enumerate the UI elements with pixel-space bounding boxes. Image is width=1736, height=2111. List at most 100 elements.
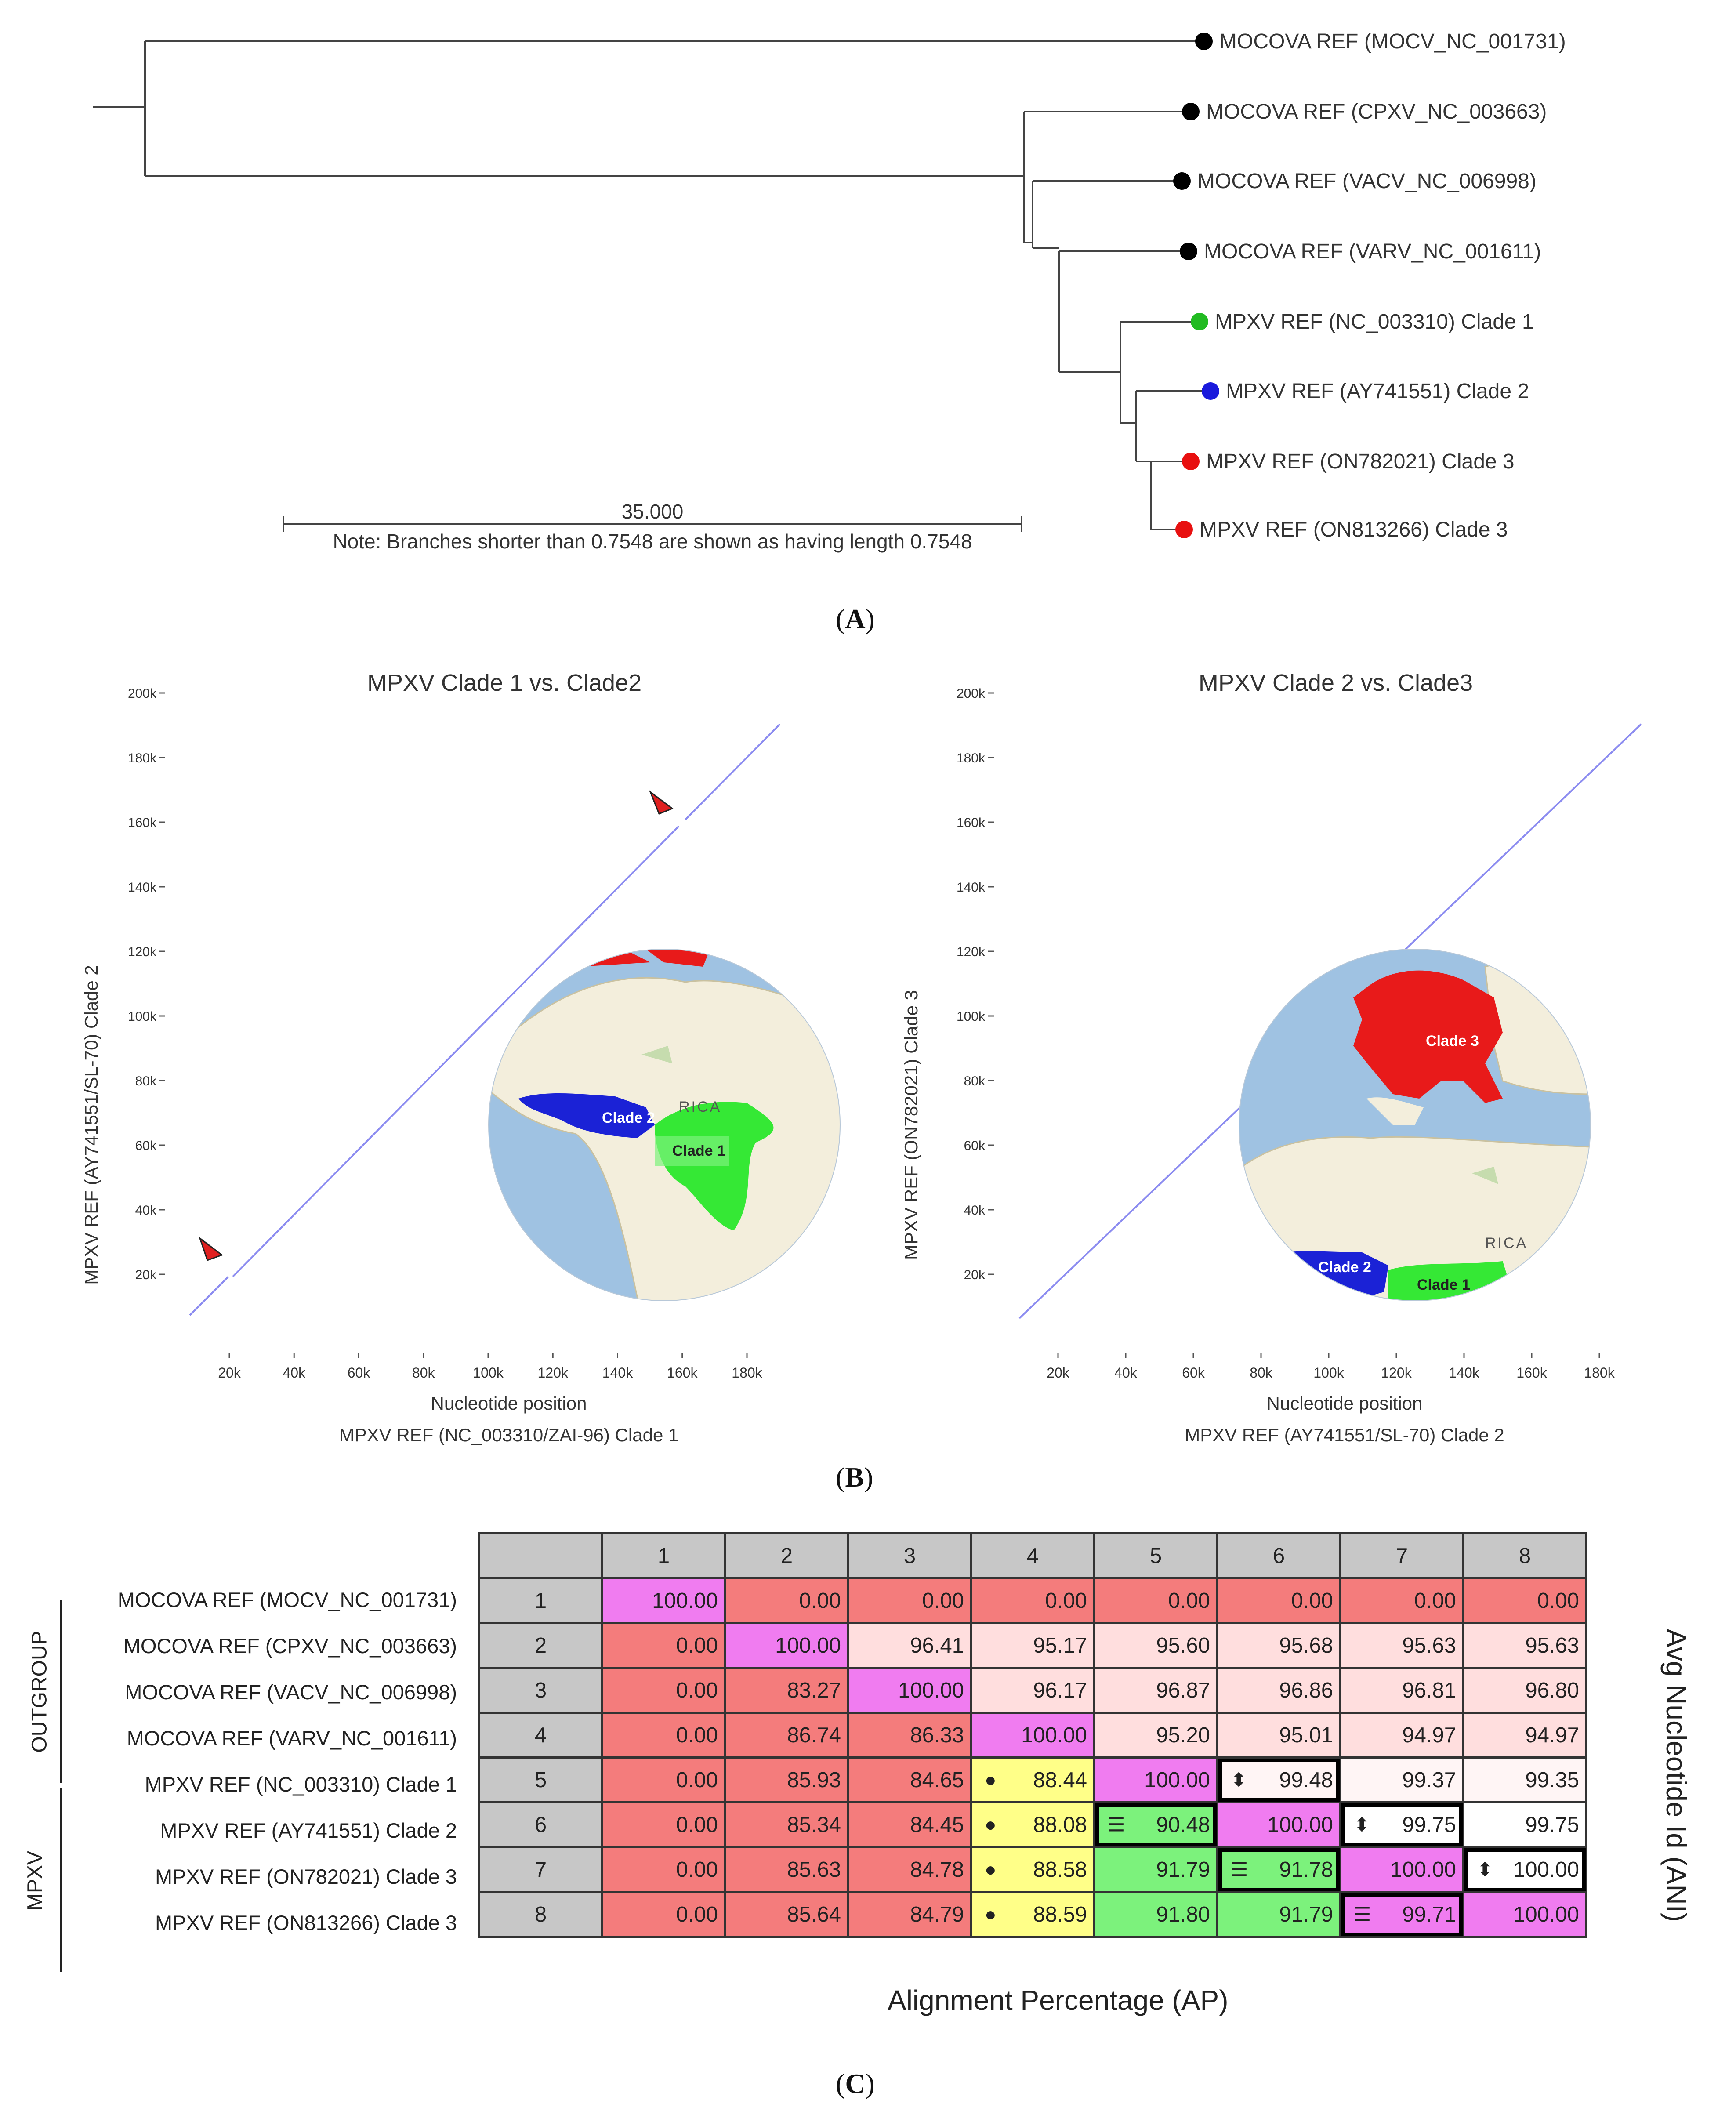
matrix-cell-value: 100.00 bbox=[1513, 1902, 1579, 1926]
matrix-cell: 96.41 bbox=[847, 1622, 972, 1669]
dot-marker-icon: ● bbox=[985, 1903, 997, 1925]
matrix-cell: 0.00 bbox=[601, 1846, 726, 1893]
matrix-cell: 96.86 bbox=[1216, 1667, 1341, 1714]
matrix-cell-value: 91.78 bbox=[1279, 1857, 1333, 1882]
updown-arrow-icon: ⬍ bbox=[1477, 1859, 1493, 1880]
dotplot-left: MPXV Clade 1 vs. Clade2 200k 180k 160k 140k… bbox=[81, 670, 841, 1445]
matrix-cell-value: 99.37 bbox=[1402, 1768, 1456, 1792]
matrix-cell: 100.00 bbox=[1462, 1891, 1587, 1938]
x-tick-label: 140k bbox=[602, 1365, 633, 1381]
updown-arrow-icon: ⬍ bbox=[1354, 1814, 1370, 1835]
matrix-cell: 0.00 bbox=[601, 1622, 726, 1669]
matrix-cell-value: 95.17 bbox=[1033, 1633, 1087, 1658]
tree-leaf-node bbox=[1173, 172, 1191, 190]
matrix-col-header: 6 bbox=[1216, 1532, 1341, 1579]
y-tick-label: 80k bbox=[135, 1074, 157, 1088]
matrix-col-header: 7 bbox=[1339, 1532, 1464, 1579]
matrix-row: 4 0.00 86.74 86.33 100.00 95.20 95.01 94.97 94.9… bbox=[478, 1712, 1587, 1759]
dot-marker-icon: ● bbox=[985, 1814, 997, 1835]
matrix-cell: 100.00 bbox=[970, 1712, 1095, 1759]
matrix-cell: 96.80 bbox=[1462, 1667, 1587, 1714]
matrix-cell: 84.45 bbox=[847, 1801, 972, 1848]
matrix-cell: 0.00 bbox=[1093, 1577, 1218, 1624]
matrix-cell-value: 100.00 bbox=[1267, 1813, 1333, 1837]
matrix-cell-value: 100.00 bbox=[775, 1633, 841, 1658]
x-tick-label: 80k bbox=[412, 1365, 435, 1381]
matrix-cell: 100.00 bbox=[1093, 1756, 1218, 1803]
matrix-cell: 99.37 bbox=[1339, 1756, 1464, 1803]
matrix-cell: 95.01 bbox=[1216, 1712, 1341, 1759]
matrix-cell-value: 0.00 bbox=[676, 1723, 718, 1747]
matrix-cell-value: 99.35 bbox=[1525, 1768, 1579, 1792]
matrix-row-label: MPXV REF (ON782021) Clade 3 bbox=[155, 1865, 457, 1888]
matrix-cell: ● 88.59 bbox=[970, 1891, 1095, 1938]
y-tick-label: 20k bbox=[964, 1268, 986, 1282]
matrix-cell-value: 0.00 bbox=[676, 1768, 718, 1792]
tree-leaf-label: MOCOVA REF (MOCV_NC_001731) bbox=[1219, 30, 1566, 53]
tree-leaf-label: MPXV REF (ON782021) Clade 3 bbox=[1206, 450, 1515, 473]
matrix-row-label: MOCOVA REF (CPXV_NC_003663) bbox=[123, 1634, 457, 1658]
matrix-cell: 0.00 bbox=[601, 1712, 726, 1759]
dotplot-left-xlabel2: MPXV REF (NC_003310/ZAI-96) Clade 1 bbox=[339, 1425, 679, 1445]
matrix-cell-value: 0.00 bbox=[1045, 1589, 1087, 1613]
matrix-cell: 100.00 bbox=[601, 1577, 726, 1624]
tree-leaf-node bbox=[1202, 382, 1219, 400]
updown-arrow-icon: ⬍ bbox=[1231, 1769, 1247, 1791]
bars-icon: ☰ bbox=[1231, 1859, 1248, 1880]
x-tick-label: 120k bbox=[1381, 1365, 1412, 1381]
alignment-line-seg3 bbox=[685, 723, 781, 820]
tree-leaf-node bbox=[1182, 453, 1200, 470]
matrix-cell-value: 0.00 bbox=[799, 1589, 841, 1613]
matrix-cell-value: 96.17 bbox=[1033, 1678, 1087, 1702]
x-tick-label: 40k bbox=[1114, 1365, 1138, 1381]
matrix-cell-value: 88.58 bbox=[1033, 1857, 1087, 1882]
matrix-cell-value: 95.20 bbox=[1156, 1723, 1210, 1747]
matrix-cell-value: 95.63 bbox=[1402, 1633, 1456, 1658]
dot-marker-icon: ● bbox=[985, 1769, 997, 1791]
matrix-cell-value: 99.48 bbox=[1279, 1768, 1333, 1792]
y-tick-label: 20k bbox=[135, 1268, 157, 1282]
matrix-cell-value: 95.68 bbox=[1279, 1633, 1333, 1658]
matrix-cell: 95.17 bbox=[970, 1622, 1095, 1669]
matrix-row-label: MOCOVA REF (MOCV_NC_001731) bbox=[117, 1588, 457, 1611]
y-tick-label: 140k bbox=[957, 880, 986, 895]
matrix-cell: 85.64 bbox=[724, 1891, 849, 1938]
y-tick-label: 100k bbox=[957, 1009, 986, 1024]
bars-icon: ☰ bbox=[1108, 1814, 1125, 1835]
panel-label-c: (C) bbox=[836, 2068, 875, 2099]
matrix-col-header: 5 bbox=[1093, 1532, 1218, 1579]
scale-value: 35.000 bbox=[622, 500, 684, 523]
y-tick-label: 180k bbox=[128, 751, 157, 765]
matrix-cell-value: 100.00 bbox=[1021, 1723, 1087, 1747]
x-tick-label: 140k bbox=[1449, 1365, 1479, 1381]
matrix-row-index: 8 bbox=[478, 1891, 603, 1938]
tree-leaf-label: MOCOVA REF (CPXV_NC_003663) bbox=[1206, 100, 1547, 123]
panel-label-b: (B) bbox=[836, 1462, 873, 1493]
y-tick-label: 120k bbox=[128, 945, 157, 959]
y-tick-label: 200k bbox=[957, 686, 986, 701]
matrix-cell-value: 0.00 bbox=[676, 1902, 718, 1926]
matrix-cell: 0.00 bbox=[970, 1577, 1095, 1624]
matrix-cell: 99.75 bbox=[1462, 1801, 1587, 1848]
matrix-cell-value: 0.00 bbox=[676, 1633, 718, 1658]
matrix-cell-value: 88.59 bbox=[1033, 1902, 1087, 1926]
tree-leaf-node bbox=[1180, 243, 1197, 260]
matrix-cell-value: 86.74 bbox=[787, 1723, 841, 1747]
matrix-row-index: 2 bbox=[478, 1622, 603, 1669]
matrix-cell-value: 85.93 bbox=[787, 1768, 841, 1792]
matrix-cell: 86.74 bbox=[724, 1712, 849, 1759]
group-label-outgroup: OUTGROUP bbox=[28, 1631, 51, 1753]
indel-marker-2 bbox=[198, 1236, 224, 1261]
matrix-cell: ⬍ 99.48 bbox=[1216, 1756, 1341, 1803]
matrix-cell-value: 96.87 bbox=[1156, 1678, 1210, 1702]
matrix-row: 6 0.00 85.34 84.45 ● 88.08 ☰ 90.48 100.00 ⬍ 99.75 9… bbox=[478, 1801, 1587, 1848]
y-tick-label: 80k bbox=[964, 1074, 986, 1088]
panel-c-matrix: MOCOVA REF (MOCV_NC_001731) MOCOVA REF (C… bbox=[0, 1512, 1736, 2111]
matrix-col-header: 8 bbox=[1462, 1532, 1587, 1579]
x-tick-label: 180k bbox=[1584, 1365, 1615, 1381]
tree-leaf-node bbox=[1191, 313, 1208, 330]
matrix-cell: 84.65 bbox=[847, 1756, 972, 1803]
matrix-cell-value: 84.79 bbox=[910, 1902, 964, 1926]
x-tick-label: 160k bbox=[667, 1365, 698, 1381]
matrix-cell: 0.00 bbox=[1339, 1577, 1464, 1624]
